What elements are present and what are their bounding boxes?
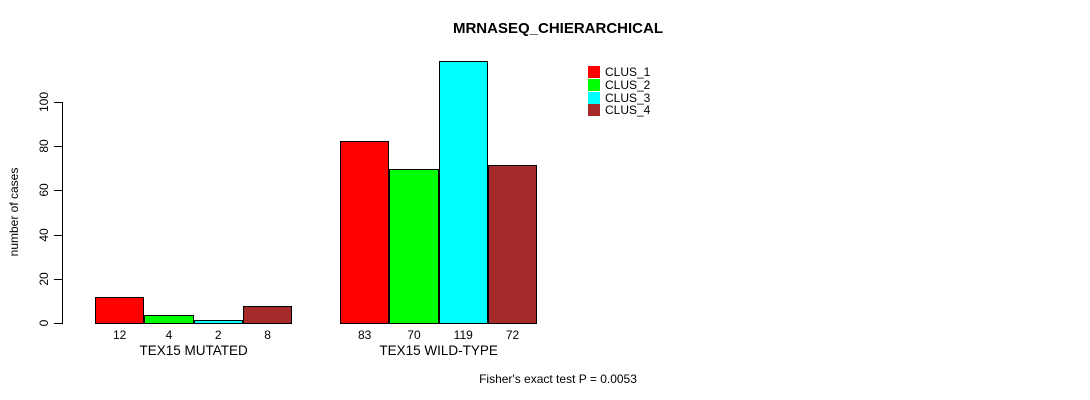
- legend-swatch-clus_2: [588, 79, 600, 92]
- bar-value-label: 70: [407, 328, 421, 342]
- y-tick-label: 100: [37, 91, 51, 113]
- bar-value-label: 2: [214, 328, 222, 342]
- legend-row-clus_4: CLUS_4: [588, 104, 650, 117]
- legend-swatch-clus_1: [588, 66, 600, 79]
- chart-title: MRNASEQ_CHIERARCHICAL: [452, 20, 663, 37]
- y-tick-label: 0: [37, 319, 51, 327]
- legend-label: CLUS_4: [605, 103, 651, 118]
- legend: CLUS_1 CLUS_2 CLUS_3 CLUS_4: [588, 66, 650, 117]
- category-label-wildtype: TEX15 WILD-TYPE: [379, 343, 498, 358]
- bar-clus_1-wildtype: [340, 141, 390, 324]
- y-tick-label: 60: [37, 183, 51, 198]
- legend-swatch-clus_4: [588, 104, 600, 117]
- legend-swatch-clus_3: [588, 91, 600, 104]
- y-tick-mark: [54, 234, 62, 236]
- bar-clus_4-wildtype: [487, 165, 538, 324]
- bar-clus_3-mutated: [193, 320, 243, 324]
- y-tick-label: 80: [37, 139, 51, 153]
- legend-label: CLUS_3: [605, 90, 651, 105]
- legend-row-clus_3: CLUS_3: [588, 91, 650, 104]
- bar-clus_3-wildtype: [438, 61, 488, 324]
- bar-value-label: 12: [112, 328, 127, 342]
- bar-value-label: 119: [453, 328, 473, 342]
- bar-value-label: 4: [165, 328, 173, 342]
- legend-label: CLUS_1: [605, 65, 651, 80]
- bar-clus_2-wildtype: [389, 169, 439, 324]
- bar-clus_1-mutated: [95, 297, 145, 324]
- bar-value-label: 8: [264, 328, 271, 342]
- bar-value-label: 72: [505, 328, 520, 342]
- annotation-text: Fisher's exact test P = 0.0053: [479, 372, 637, 386]
- y-tick-mark: [54, 102, 62, 103]
- y-tick-mark: [54, 190, 62, 192]
- category-label-mutated: TEX15 MUTATED: [139, 343, 248, 358]
- legend-label: CLUS_2: [605, 78, 651, 93]
- legend-row-clus_1: CLUS_1: [588, 66, 650, 79]
- y-tick-mark: [54, 323, 62, 324]
- y-axis-line: [62, 102, 63, 324]
- legend-row-clus_2: CLUS_2: [588, 79, 650, 92]
- y-tick-label: 40: [37, 227, 51, 242]
- bar-clus_2-mutated: [144, 315, 194, 324]
- y-tick-mark: [54, 146, 62, 148]
- bar-value-label: 83: [357, 328, 372, 342]
- y-tick-label: 20: [37, 272, 51, 286]
- y-tick-mark: [54, 278, 62, 280]
- bar-clus_4-mutated: [242, 306, 293, 324]
- y-axis-label: number of cases: [7, 167, 21, 257]
